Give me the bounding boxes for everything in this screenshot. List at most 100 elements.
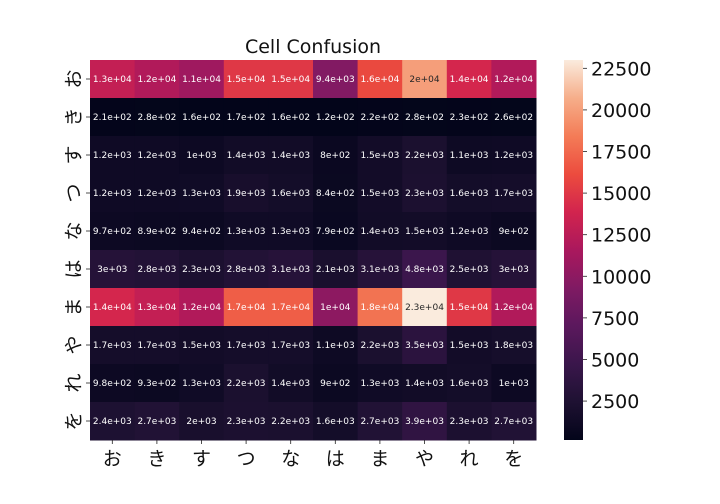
cell-value-label: 9.7e+02	[93, 227, 132, 237]
cell-value-label: 1.2e+03	[494, 151, 533, 161]
cell-value-label: 1.2e+04	[494, 75, 533, 85]
cell-value-label: 1.6e+02	[182, 113, 221, 123]
cell-value-label: 1.5e+03	[450, 341, 489, 351]
cell-value-label: 3.1e+03	[271, 265, 310, 275]
cell-value-label: 9.4e+02	[182, 227, 221, 237]
heatmap-cell	[402, 212, 448, 251]
heatmap-cell	[446, 60, 492, 99]
colorbar-tick-label: 17500	[591, 142, 651, 164]
cell-value-label: 1e+04	[320, 303, 351, 313]
cell-value-label: 2.3e+02	[450, 113, 489, 123]
cell-value-label: 2.2e+03	[405, 151, 444, 161]
x-tick-label: す	[192, 448, 211, 470]
heatmap-cell	[357, 288, 403, 327]
colorbar-tick-label: 10000	[591, 266, 651, 288]
cell-value-label: 1.4e+03	[405, 379, 444, 389]
heatmap-cell	[446, 136, 492, 175]
cell-value-label: 2.3e+03	[227, 417, 266, 427]
heatmap-cell	[223, 288, 269, 327]
cell-value-label: 1.5e+03	[360, 189, 399, 199]
heatmap-cell	[90, 212, 136, 251]
heatmap-cell	[90, 364, 136, 403]
cell-value-label: 1.8e+04	[360, 303, 399, 313]
heatmap-cell	[357, 174, 403, 213]
cell-value-label: 2.2e+03	[360, 341, 399, 351]
cell-value-label: 1.3e+04	[93, 75, 132, 85]
heatmap-cell	[446, 212, 492, 251]
cell-value-label: 1.5e+03	[182, 341, 221, 351]
cell-value-label: 1.2e+02	[316, 113, 355, 123]
cell-value-label: 1.3e+04	[137, 303, 176, 313]
cell-value-label: 1.1e+04	[182, 75, 221, 85]
cell-value-label: 1.2e+04	[494, 303, 533, 313]
cell-value-label: 1.3e+03	[360, 379, 399, 389]
heatmap-cell	[268, 288, 314, 327]
heatmap-cell	[357, 60, 403, 99]
cell-value-label: 9e+02	[320, 379, 350, 389]
cell-value-label: 4.8e+03	[405, 265, 444, 275]
heatmap-cell	[223, 402, 269, 441]
cell-value-label: 1.5e+03	[360, 151, 399, 161]
cell-value-label: 8.9e+02	[137, 227, 176, 237]
heatmap-cell	[491, 288, 537, 327]
heatmap-cell	[491, 364, 537, 403]
cell-value-label: 1.6e+03	[450, 379, 489, 389]
heatmap-cell	[313, 136, 359, 175]
cell-value-label: 1.6e+03	[271, 189, 310, 199]
cell-value-label: 2.3e+04	[405, 303, 444, 313]
heatmap-cell	[357, 136, 403, 175]
cell-value-label: 1.2e+03	[450, 227, 489, 237]
heatmap-cell	[134, 250, 180, 289]
cell-value-label: 1.2e+03	[137, 151, 176, 161]
heatmap-cell	[446, 326, 492, 365]
y-tick-label: き	[63, 107, 85, 126]
cell-value-label: 3.1e+03	[360, 265, 399, 275]
cell-value-label: 7.9e+02	[316, 227, 355, 237]
heatmap-cell	[446, 288, 492, 327]
heatmap-cell	[402, 136, 448, 175]
heatmap-cell	[134, 212, 180, 251]
x-tick-label: を	[504, 448, 523, 470]
heatmap-cell	[223, 136, 269, 175]
heatmap-cell	[134, 326, 180, 365]
y-tick-label: を	[63, 411, 85, 430]
cell-value-label: 9.4e+03	[316, 75, 355, 85]
cell-value-label: 1.5e+04	[227, 75, 266, 85]
colorbar-tick-label: 2500	[591, 391, 639, 413]
heatmap-cell	[313, 98, 359, 137]
heatmap-cell	[179, 288, 225, 327]
cell-value-label: 2.7e+03	[360, 417, 399, 427]
heatmap-cell	[402, 402, 448, 441]
cell-value-label: 1.3e+03	[271, 227, 310, 237]
heatmap-cell	[446, 98, 492, 137]
cell-value-label: 1.2e+03	[93, 189, 132, 199]
cell-value-label: 8e+02	[320, 151, 350, 161]
heatmap-cell	[402, 364, 448, 403]
heatmap-cell	[268, 250, 314, 289]
cell-value-label: 2.3e+03	[182, 265, 221, 275]
heatmap-cell	[90, 288, 136, 327]
cell-value-label: 2.8e+03	[137, 265, 176, 275]
cell-value-label: 2.1e+03	[316, 265, 355, 275]
colorbar: 2500 5000 7500 10000 12500 15000 17500 20000 225…	[564, 58, 651, 440]
heatmap-cell	[313, 60, 359, 99]
cell-value-label: 1.2e+03	[137, 189, 176, 199]
heatmap-cell	[179, 60, 225, 99]
cell-value-label: 1.7e+03	[93, 341, 132, 351]
cell-value-label: 1.2e+03	[93, 151, 132, 161]
cell-value-label: 2.8e+02	[405, 113, 444, 123]
cell-value-label: 1.7e+03	[494, 189, 533, 199]
cell-value-label: 2.8e+03	[227, 265, 266, 275]
heatmap-cell	[313, 212, 359, 251]
cell-value-label: 1.4e+03	[271, 379, 310, 389]
cell-value-label: 2.1e+02	[93, 113, 132, 123]
heatmap-cell	[313, 250, 359, 289]
cell-value-label: 1.7e+03	[271, 341, 310, 351]
heatmap-cell	[357, 402, 403, 441]
cell-value-label: 1.7e+03	[137, 341, 176, 351]
cell-value-label: 1.3e+03	[182, 379, 221, 389]
heatmap-cell	[90, 250, 136, 289]
cell-value-label: 3.9e+03	[405, 417, 444, 427]
cell-value-label: 1.6e+03	[450, 189, 489, 199]
